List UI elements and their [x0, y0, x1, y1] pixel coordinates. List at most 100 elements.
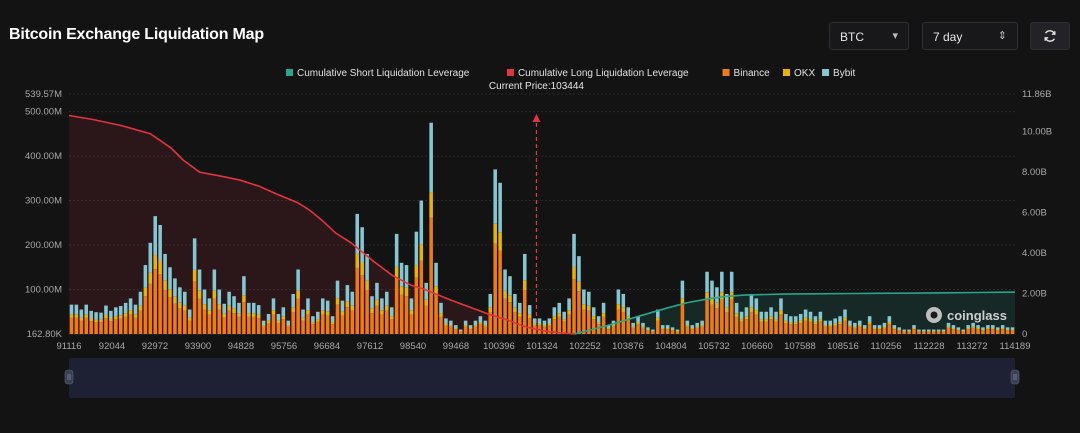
bar-binance [271, 314, 276, 334]
bar-bybit [700, 320, 704, 326]
bar-binance [94, 322, 98, 334]
bar-okx [572, 266, 576, 279]
bar-okx [350, 305, 355, 311]
bar-okx [631, 326, 635, 328]
bar-binance [325, 315, 330, 334]
bar-okx [547, 323, 552, 326]
bar-okx [582, 304, 586, 310]
bar-binance [281, 319, 286, 334]
y-right-tick-label: 8.00B [1022, 167, 1047, 178]
bar-okx [454, 328, 458, 330]
x-tick-label: 98540 [400, 341, 426, 352]
updown-icon: ⇕ [997, 30, 1007, 42]
bar-okx [493, 223, 497, 244]
coin-select[interactable]: BTC ▾ [829, 22, 909, 50]
zoom-handle-left[interactable] [64, 369, 74, 385]
bar-bybit [291, 293, 295, 308]
bar-binance [981, 330, 985, 334]
bar-bybit [877, 325, 882, 329]
bar-okx [473, 325, 478, 327]
bar-okx [419, 244, 424, 261]
y-left-tick-label: 539.57M [25, 89, 62, 100]
bar-okx [527, 314, 532, 319]
bar-bybit [621, 293, 626, 308]
bar-okx [320, 310, 325, 315]
bar-okx [759, 319, 764, 322]
bar-binance [646, 330, 650, 334]
bar-binance [877, 329, 882, 334]
x-tick-label: 96684 [314, 341, 340, 352]
bar-bybit [365, 253, 369, 281]
bar-okx [700, 325, 704, 327]
bar-bybit [912, 325, 916, 329]
bar-bybit [537, 318, 542, 324]
bar-bybit [917, 329, 921, 332]
bar-bybit [114, 307, 118, 317]
bar-bybit [636, 316, 640, 323]
bar-binance [178, 308, 182, 334]
bar-okx [202, 304, 207, 310]
bar-binance [79, 320, 84, 334]
bar-bybit [202, 289, 207, 305]
bar-okx [513, 307, 517, 312]
bar-okx [882, 326, 887, 328]
bar-bybit [503, 269, 507, 291]
bar-okx [986, 328, 990, 330]
bar-okx [84, 314, 89, 318]
bar-okx [616, 304, 621, 310]
bar-binance [902, 331, 906, 334]
bar-okx [537, 323, 542, 326]
bar-okx [715, 302, 719, 309]
bar-bybit [266, 313, 271, 321]
bar-bybit [961, 329, 966, 332]
bar-binance [74, 317, 79, 334]
bar-bybit [995, 327, 1000, 330]
bar-bybit [665, 325, 670, 329]
bar-bybit [207, 298, 212, 311]
bar-okx [710, 298, 714, 305]
bar-okx [774, 319, 778, 322]
bar-okx [192, 269, 197, 282]
bar-bybit [769, 307, 773, 317]
bar-binance [158, 274, 162, 334]
bar-binance [557, 316, 562, 334]
bar-binance [690, 329, 695, 334]
bar-bybit [183, 291, 187, 306]
bar-binance [222, 317, 226, 334]
bar-okx [217, 304, 222, 310]
zoom-navigator[interactable] [64, 358, 1020, 398]
bar-bybit [572, 233, 576, 267]
bar-bybit [922, 329, 926, 332]
bar-okx [251, 313, 256, 317]
bar-bybit [296, 269, 300, 291]
bar-binance [163, 289, 167, 334]
refresh-icon [1044, 30, 1056, 42]
bar-bybit [1010, 327, 1015, 330]
bar-binance [922, 331, 926, 334]
bar-binance [582, 309, 586, 334]
bar-bybit [414, 231, 419, 266]
bar-binance [656, 320, 660, 334]
x-tick-label: 93900 [185, 341, 211, 352]
zoom-handle-right[interactable] [1010, 369, 1020, 385]
bar-binance [601, 316, 606, 334]
bar-bybit [271, 298, 276, 311]
bar-binance [789, 324, 793, 334]
bar-binance [793, 324, 798, 334]
bar-bybit [123, 302, 128, 314]
bar-bybit [931, 329, 936, 332]
bar-binance [991, 329, 995, 334]
bar-bybit [872, 325, 877, 329]
bar-okx [414, 265, 419, 278]
bar-binance [173, 303, 177, 334]
bar-bybit [542, 320, 547, 326]
bar-binance [695, 327, 699, 334]
refresh-button[interactable] [1030, 22, 1070, 50]
bar-binance [345, 307, 350, 334]
range-select[interactable]: 7 day ⇕ [922, 22, 1018, 50]
bar-bybit [724, 293, 729, 308]
bar-binance [261, 326, 266, 334]
bar-binance [256, 318, 261, 334]
bar-bybit [449, 320, 453, 326]
bar-bybit [1000, 325, 1005, 329]
